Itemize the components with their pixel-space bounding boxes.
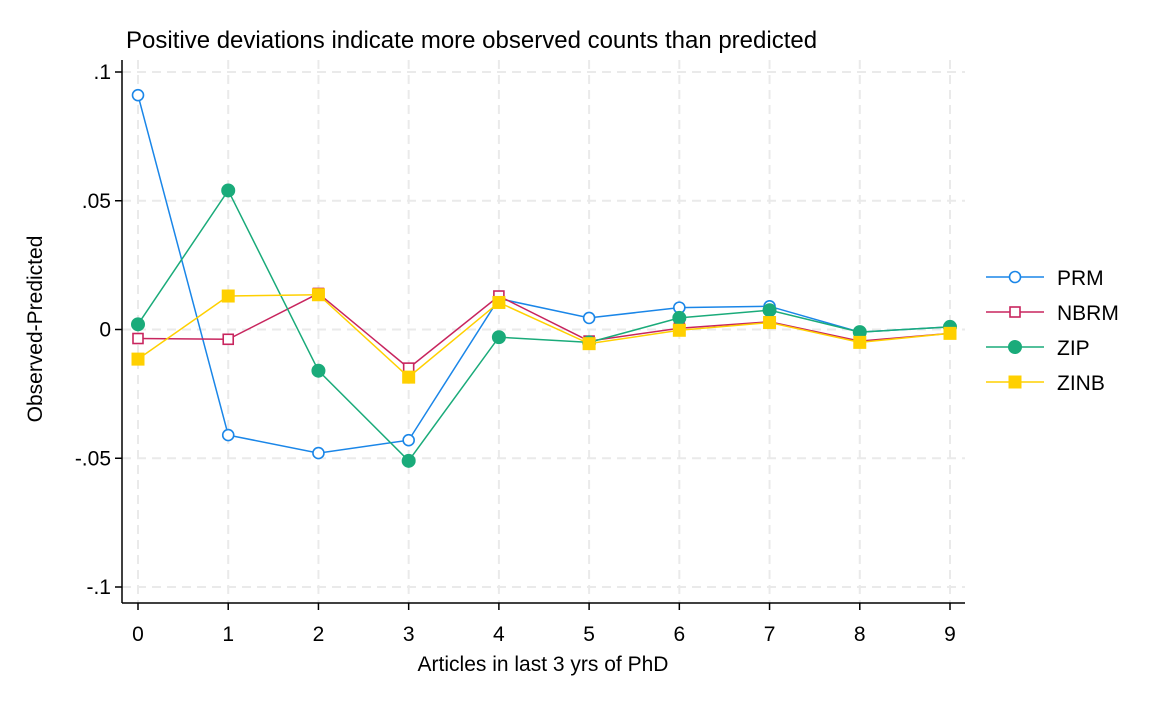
data-point	[221, 289, 235, 303]
data-point	[222, 333, 235, 346]
data-point	[763, 316, 777, 330]
series-zinb	[131, 288, 957, 384]
y-tick-label: 0	[99, 319, 111, 342]
data-point	[131, 317, 145, 332]
y-tick-label: -.05	[75, 447, 111, 470]
x-tick-label: 8	[854, 623, 866, 646]
data-point	[402, 433, 415, 447]
x-tick-label: 2	[313, 623, 325, 646]
data-point	[402, 370, 416, 384]
legend-item-nbrm: NBRM	[986, 302, 1119, 325]
data-point	[672, 310, 687, 325]
x-tick-label: 0	[132, 623, 144, 646]
data-point	[853, 335, 867, 349]
series-line	[137, 94, 951, 454]
legend-marker	[1008, 340, 1022, 354]
data-point	[401, 453, 416, 468]
series-line	[137, 188, 951, 462]
y-tick-label: .05	[82, 190, 111, 213]
data-point	[132, 332, 144, 345]
data-point	[221, 183, 236, 198]
x-tick-label: 1	[222, 623, 234, 646]
data-point	[311, 363, 326, 378]
series-line	[137, 293, 951, 379]
data-point	[131, 88, 145, 102]
legend-item-zinb: ZINB	[986, 372, 1105, 395]
series-zip	[131, 183, 957, 468]
data-point	[492, 295, 506, 309]
legend-marker	[1009, 306, 1021, 318]
axes: .1 .05 0 -.05 -.1 0 1 2 3 4 5 6 7 8 9	[75, 60, 965, 646]
data-point	[312, 446, 325, 460]
data-point	[943, 326, 957, 340]
x-tick-label: 6	[673, 623, 685, 646]
legend-item-prm: PRM	[986, 267, 1104, 290]
legend-marker	[1008, 270, 1022, 284]
x-tick-label: 7	[764, 623, 776, 646]
data-point	[762, 303, 777, 318]
y-tick-label: .1	[93, 61, 111, 84]
y-axis-title: Observed-Predicted	[24, 236, 47, 423]
legend-label: NBRM	[1057, 302, 1119, 325]
legend-label: PRM	[1057, 267, 1104, 290]
legend: PRM NBRM ZIP ZINB	[986, 267, 1119, 395]
data-point	[131, 352, 145, 366]
series-line	[137, 292, 951, 370]
x-axis-title: Articles in last 3 yrs of PhD	[418, 653, 669, 676]
data-point	[582, 311, 596, 325]
legend-marker	[1008, 375, 1022, 389]
legend-label: ZINB	[1057, 372, 1105, 395]
data-point	[491, 330, 506, 345]
legend-item-zip: ZIP	[986, 337, 1090, 360]
x-tick-label: 9	[944, 623, 956, 646]
data-point	[672, 323, 686, 337]
x-tick-label: 4	[493, 623, 505, 646]
chart-title: Positive deviations indicate more observ…	[126, 27, 817, 54]
y-tick-label: -.1	[86, 576, 111, 599]
data-point	[311, 288, 325, 302]
x-tick-label: 3	[403, 623, 415, 646]
x-tick-label: 5	[583, 623, 595, 646]
series-layer	[131, 88, 957, 468]
legend-label: ZIP	[1057, 337, 1090, 360]
data-point	[221, 428, 235, 442]
data-point	[582, 337, 596, 351]
